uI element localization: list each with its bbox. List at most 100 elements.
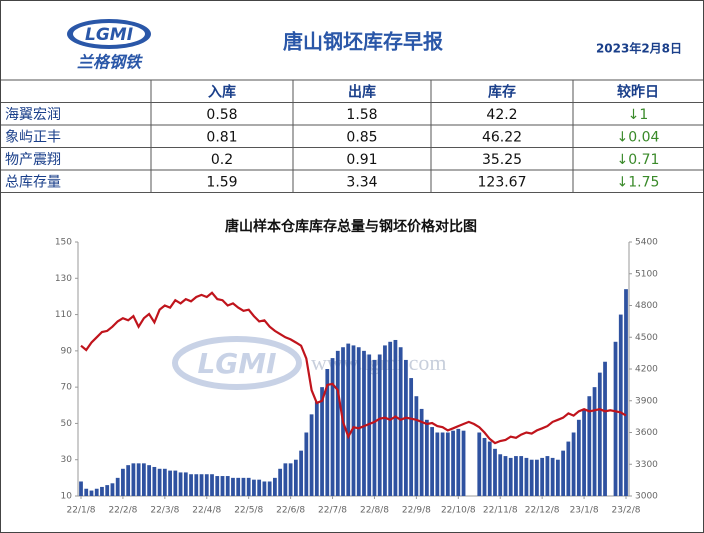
bar <box>236 477 241 496</box>
x-tick-label: 22/1/8 <box>67 506 96 516</box>
bar <box>121 468 125 496</box>
y-tick-label: 110 <box>55 310 72 320</box>
bar <box>582 408 586 496</box>
x-tick-label: 22/11/8 <box>483 506 518 516</box>
x-tick-label: 22/2/8 <box>108 506 137 516</box>
bar <box>477 432 482 496</box>
y2-tick-label: 4200 <box>635 365 658 375</box>
bar <box>561 450 566 496</box>
y2-tick-label: 3600 <box>635 428 658 438</box>
bar <box>162 468 167 496</box>
cell: 0.85 <box>346 129 377 145</box>
bar <box>147 465 152 496</box>
bar <box>566 441 571 496</box>
bar <box>105 485 110 496</box>
column-header: 较昨日 <box>617 83 659 100</box>
y2-tick-label: 3000 <box>635 492 658 502</box>
bar <box>173 470 178 496</box>
y-tick-label: 50 <box>61 419 73 429</box>
bar <box>482 437 487 496</box>
x-tick-label: 22/9/8 <box>402 506 431 516</box>
y2-tick-label: 3900 <box>635 396 658 406</box>
y2-tick-label: 5100 <box>635 269 658 279</box>
y-tick-label: 130 <box>55 274 72 284</box>
bar <box>215 476 220 496</box>
bar <box>241 477 246 496</box>
bar <box>278 468 283 496</box>
row-label: 象屿正丰 <box>5 129 61 145</box>
watermark-logo <box>172 336 302 390</box>
x-tick-label: 22/4/8 <box>192 506 221 516</box>
bar <box>299 450 303 496</box>
line <box>80 291 627 445</box>
bar <box>309 414 314 496</box>
x-tick-label: 22/12/8 <box>525 506 560 516</box>
bar <box>451 430 455 496</box>
bar <box>430 427 434 496</box>
x-tick-label: 22/8/8 <box>360 506 389 516</box>
bar <box>79 481 83 496</box>
bar <box>100 486 104 496</box>
bar <box>383 345 387 496</box>
bar <box>110 483 115 496</box>
bar <box>555 459 560 496</box>
bar <box>550 457 555 496</box>
y-tick-label: 30 <box>61 455 73 465</box>
bar <box>435 432 440 496</box>
y2-tick-label: 5400 <box>635 238 658 248</box>
bar <box>293 459 298 496</box>
bar <box>262 481 267 496</box>
bar <box>136 463 141 496</box>
bar <box>398 347 403 496</box>
cell: 46.22 <box>482 129 522 145</box>
bar <box>225 476 230 496</box>
bar <box>535 459 539 496</box>
bar <box>94 488 99 496</box>
bar <box>257 479 262 496</box>
bar <box>89 490 94 496</box>
cell: 1.58 <box>346 107 377 123</box>
bar <box>592 387 597 496</box>
bar <box>288 463 293 496</box>
cell: ↓0.04 <box>617 129 660 145</box>
y2-tick-label: 4500 <box>635 333 658 343</box>
bar <box>131 463 136 496</box>
row-label: 海翼宏润 <box>5 107 61 123</box>
bar <box>356 347 361 496</box>
bar <box>346 343 351 496</box>
bar <box>514 456 518 496</box>
bar <box>231 477 235 496</box>
bar <box>115 477 120 496</box>
bar <box>508 457 513 496</box>
bar <box>419 408 424 496</box>
date: 2023年2月8日 <box>596 41 682 56</box>
y-tick-label: 10 <box>61 492 73 502</box>
y2-tick-label: 4800 <box>635 301 658 311</box>
x-tick-label: 22/5/8 <box>234 506 263 516</box>
column-header: 入库 <box>208 83 236 100</box>
bar <box>409 378 414 496</box>
bar <box>545 456 550 496</box>
x-tick-label: 22/6/8 <box>276 506 305 516</box>
x-tick-label: 22/7/8 <box>318 506 347 516</box>
logo: LGMI <box>85 25 133 45</box>
bar <box>325 369 330 496</box>
bar <box>503 456 508 496</box>
row-label: 总库存量 <box>5 174 61 190</box>
bar <box>283 463 288 496</box>
bar <box>362 350 366 496</box>
bar <box>372 359 377 496</box>
cell: 3.34 <box>346 174 377 190</box>
bar <box>498 454 503 496</box>
bar <box>246 477 251 496</box>
bar <box>367 354 372 496</box>
y-tick-label: 150 <box>55 238 72 248</box>
cell: ↓0.71 <box>617 152 660 168</box>
bar <box>252 479 256 496</box>
bar <box>519 456 524 496</box>
bar <box>314 401 319 496</box>
bar <box>304 432 309 496</box>
cell: 0.2 <box>211 152 233 168</box>
